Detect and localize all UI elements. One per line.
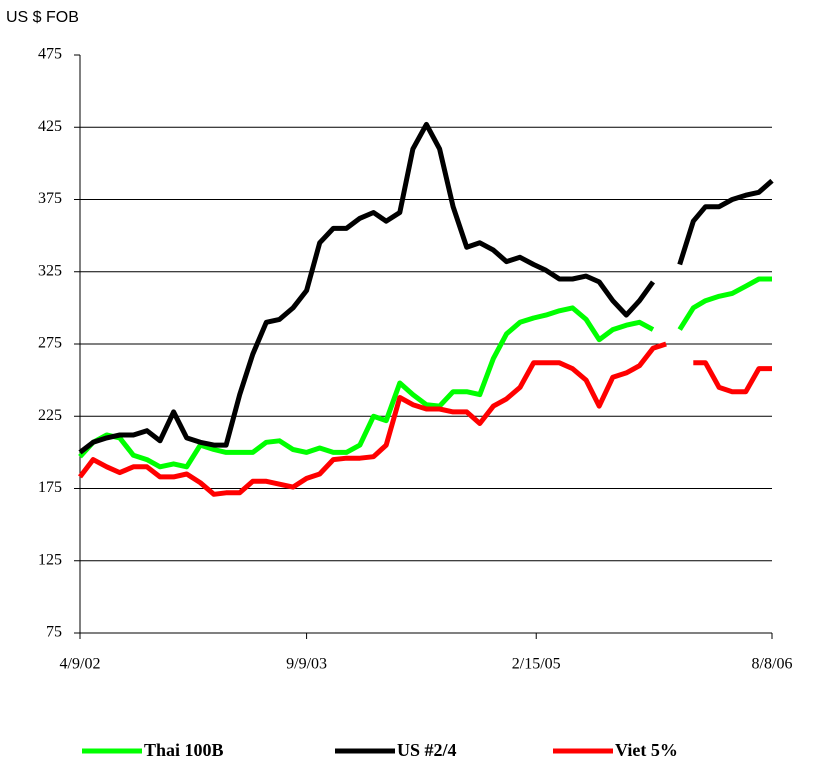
y-tick-label: 325	[38, 262, 62, 279]
series-line	[78, 341, 772, 497]
x-tick-label: 2/15/05	[512, 656, 561, 673]
y-tick-label: 125	[38, 551, 62, 568]
y-tick-label: 275	[38, 335, 62, 352]
y-tick-label: 225	[38, 407, 62, 424]
y-tick-label: 375	[38, 190, 62, 207]
x-tick-label: 9/9/03	[286, 656, 327, 673]
series-line	[78, 121, 774, 455]
y-tick-label: 175	[38, 479, 62, 496]
legend-label: Thai 100B	[144, 740, 224, 760]
y-tick-label: 475	[38, 46, 62, 63]
legend-label: Viet 5%	[615, 740, 678, 760]
y-tick-label: 75	[46, 624, 62, 641]
y-axis-label: US $ FOB	[6, 9, 79, 26]
y-tick-label: 425	[38, 118, 62, 135]
legend-label: US #2/4	[397, 740, 457, 760]
x-tick-label: 4/9/02	[60, 656, 101, 673]
x-tick-label: 8/8/06	[752, 656, 793, 673]
series-line	[78, 276, 772, 470]
